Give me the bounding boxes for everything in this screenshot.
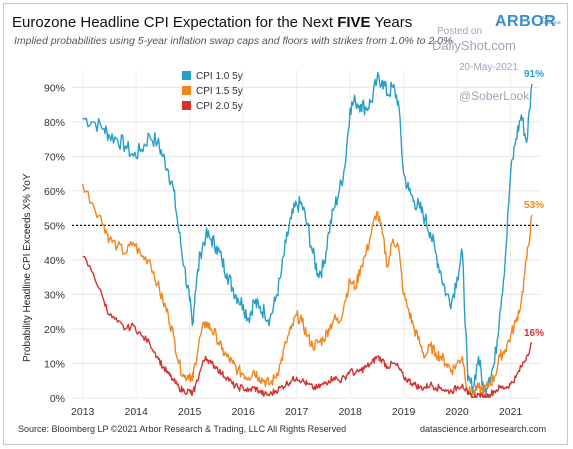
y-tick-labels: 0% 10% 20% 30% 40% 50% 60% 70% 80% 90% — [44, 82, 65, 405]
grid-lines — [72, 70, 540, 399]
footer-site: datascience.arborresearch.com — [420, 424, 547, 434]
x-tick-label: 2021 — [499, 406, 523, 418]
legend-label: CPI 1.0 5y — [196, 71, 243, 82]
y-tick-label: 40% — [44, 255, 65, 267]
title-emphasis: FIVE — [337, 14, 371, 31]
x-tick-label: 2018 — [338, 406, 362, 418]
legend: CPI 1.0 5y CPI 1.5 5y CPI 2.0 5y — [182, 71, 243, 112]
y-tick-label: 80% — [44, 117, 65, 129]
end-labels: 91% 53% 16% — [524, 69, 544, 339]
y-tick-label: 60% — [44, 186, 65, 198]
watermark-date: 20-May-2021 — [459, 62, 518, 73]
x-tick-label: 2019 — [392, 406, 416, 418]
end-value-label: 16% — [524, 328, 544, 339]
series-line-1 — [82, 72, 533, 396]
y-tick-label: 50% — [44, 220, 65, 232]
title-prefix: Eurozone Headline CPI Expectation for th… — [12, 14, 338, 31]
watermark-posted-on: Posted on — [437, 26, 483, 37]
y-tick-label: 20% — [44, 324, 65, 336]
legend-swatch — [182, 71, 191, 80]
x-tick-label: 2020 — [445, 406, 469, 418]
series-line-3 — [82, 255, 533, 398]
legend-swatch — [182, 86, 191, 95]
series-lines — [82, 72, 533, 398]
legend-label: CPI 1.5 5y — [196, 86, 243, 97]
end-value-label: 91% — [524, 69, 544, 80]
x-tick-label: 2016 — [231, 406, 255, 418]
end-value-label: 53% — [524, 200, 544, 211]
x-tick-label: 2013 — [71, 406, 95, 418]
chart-title: Eurozone Headline CPI Expectation for th… — [12, 14, 412, 31]
arbor-logo-subtext: DATA SCIENCE — [541, 15, 562, 25]
title-suffix: Years — [370, 14, 413, 31]
arbor-logo: ARBOR — [495, 13, 557, 30]
x-tick-label: 2015 — [178, 406, 202, 418]
x-tick-labels: 2013 2014 2015 2016 2017 2018 2019 2020 2021 — [71, 406, 522, 418]
x-tick-label: 2014 — [125, 406, 149, 418]
chart-frame — [3, 3, 568, 445]
watermark-handle: @SoberLook — [459, 89, 530, 103]
series-line-2 — [82, 183, 533, 398]
y-tick-label: 30% — [44, 289, 65, 301]
legend-swatch — [182, 101, 191, 110]
y-tick-label: 90% — [44, 82, 65, 94]
y-tick-label: 10% — [44, 358, 65, 370]
x-tick-label: 2017 — [285, 406, 309, 418]
watermark-site: DailyShot.com — [432, 38, 516, 53]
chart-subtitle: Implied probabilities using 5-year infla… — [14, 35, 453, 47]
footer-source: Source: Bloomberg LP ©2021 Arbor Researc… — [18, 424, 347, 434]
y-tick-label: 70% — [44, 151, 65, 163]
y-tick-label: 0% — [50, 393, 65, 405]
legend-label: CPI 2.0 5y — [196, 101, 243, 112]
